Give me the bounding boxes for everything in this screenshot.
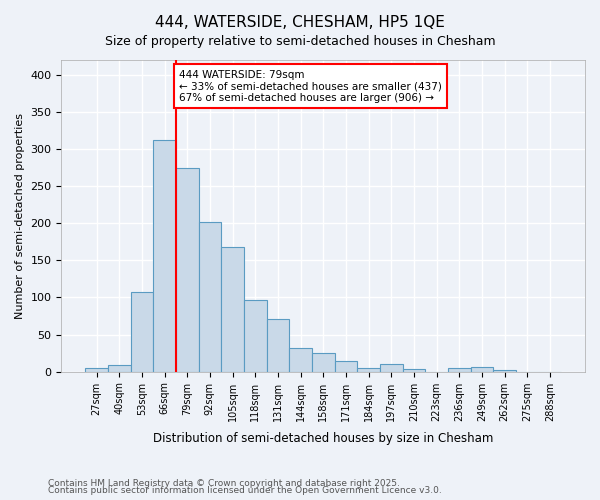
X-axis label: Distribution of semi-detached houses by size in Chesham: Distribution of semi-detached houses by …	[153, 432, 493, 445]
Bar	[108, 365, 131, 372]
Bar	[380, 364, 403, 372]
Text: Size of property relative to semi-detached houses in Chesham: Size of property relative to semi-detach…	[104, 35, 496, 48]
Text: Contains public sector information licensed under the Open Government Licence v3: Contains public sector information licen…	[48, 486, 442, 495]
Bar	[448, 368, 470, 372]
Bar	[312, 353, 335, 372]
Text: Contains HM Land Registry data © Crown copyright and database right 2025.: Contains HM Land Registry data © Crown c…	[48, 478, 400, 488]
Bar	[199, 222, 221, 372]
Bar	[85, 368, 108, 372]
Bar	[357, 368, 380, 372]
Bar	[153, 140, 176, 372]
Bar	[493, 370, 516, 372]
Text: 444, WATERSIDE, CHESHAM, HP5 1QE: 444, WATERSIDE, CHESHAM, HP5 1QE	[155, 15, 445, 30]
Text: 444 WATERSIDE: 79sqm
← 33% of semi-detached houses are smaller (437)
67% of semi: 444 WATERSIDE: 79sqm ← 33% of semi-detac…	[179, 70, 442, 103]
Bar	[244, 300, 266, 372]
Bar	[131, 292, 153, 372]
Bar	[266, 319, 289, 372]
Bar	[289, 348, 312, 372]
Bar	[470, 367, 493, 372]
Bar	[335, 362, 357, 372]
Y-axis label: Number of semi-detached properties: Number of semi-detached properties	[15, 113, 25, 319]
Bar	[221, 247, 244, 372]
Bar	[176, 168, 199, 372]
Bar	[403, 370, 425, 372]
